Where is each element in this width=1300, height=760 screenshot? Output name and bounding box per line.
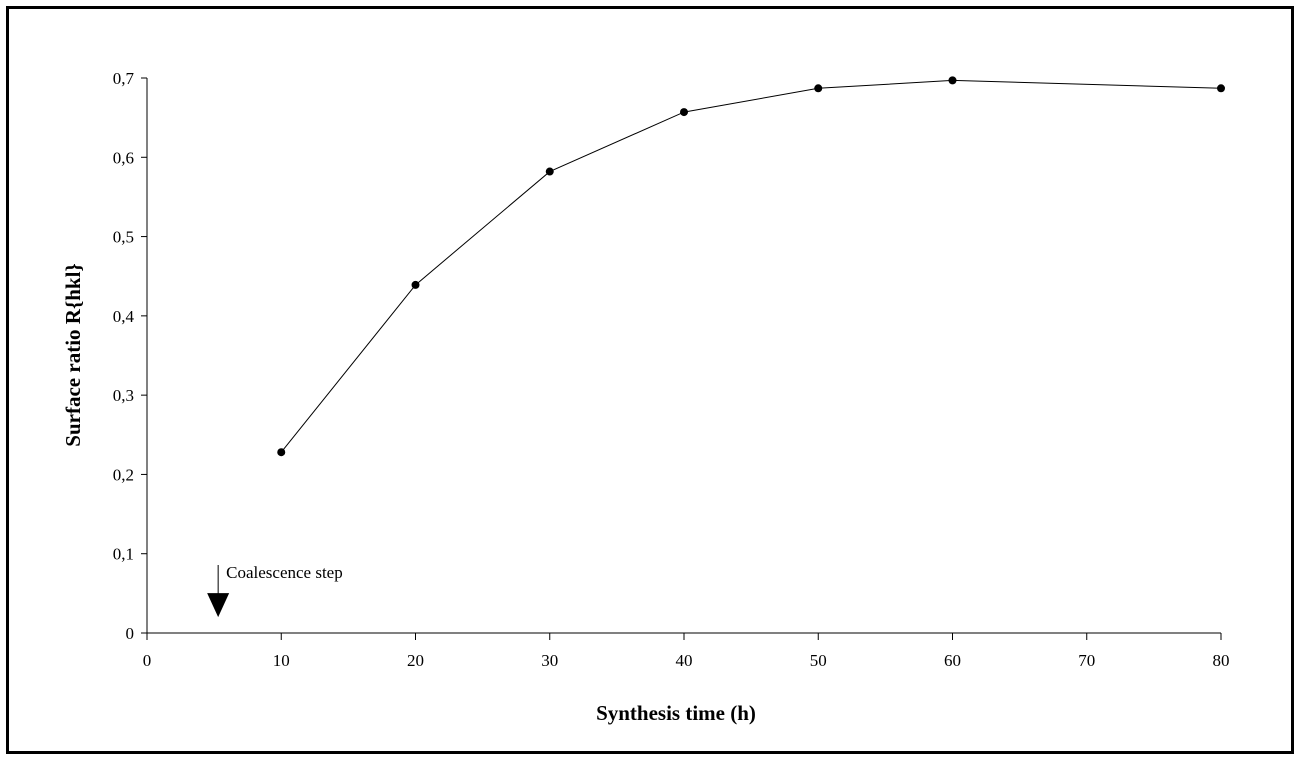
y-axis: 0 0,1 0,2 0,3 0,4 0,5 0,6 0,7 [113, 69, 148, 643]
y-tick-label: 0 [126, 624, 135, 643]
x-tick-label: 30 [541, 651, 558, 670]
data-point [411, 280, 420, 289]
data-point [545, 167, 554, 176]
y-tick-label: 0,5 [113, 228, 134, 247]
chart-frame [6, 6, 1294, 754]
y-tick-label: 0,4 [113, 307, 135, 326]
data-point [948, 76, 957, 85]
annotation-label: Coalescence step [226, 563, 343, 582]
annotation-arrow-head [207, 593, 230, 618]
x-tick-label: 40 [676, 651, 693, 670]
x-tick-label: 80 [1213, 651, 1230, 670]
x-tick-label: 70 [1078, 651, 1095, 670]
data-point [814, 84, 823, 93]
x-axis-title: Synthesis time (h) [596, 701, 756, 725]
data-point [680, 108, 688, 117]
x-axis: 0 10 20 30 40 50 60 70 80 [143, 632, 1230, 670]
y-tick-label: 0,6 [113, 148, 134, 167]
series-line [280, 79, 1222, 453]
series-layer [277, 76, 1225, 457]
y-tick-label: 0,2 [113, 465, 134, 484]
x-tick-label: 60 [944, 651, 961, 670]
x-tick-label: 20 [407, 651, 424, 670]
data-point [277, 448, 286, 457]
y-tick-label: 0,1 [113, 545, 134, 564]
y-tick-label: 0,7 [113, 69, 135, 88]
x-tick-label: 0 [143, 651, 152, 670]
x-tick-label: 10 [273, 651, 290, 670]
x-tick-label: 50 [810, 651, 827, 670]
y-tick-label: 0,3 [113, 386, 134, 405]
data-point [1217, 84, 1225, 93]
annotation-layer: Coalescence step [207, 563, 343, 618]
y-axis-title: Surface ratio R{hkl} [61, 263, 85, 446]
